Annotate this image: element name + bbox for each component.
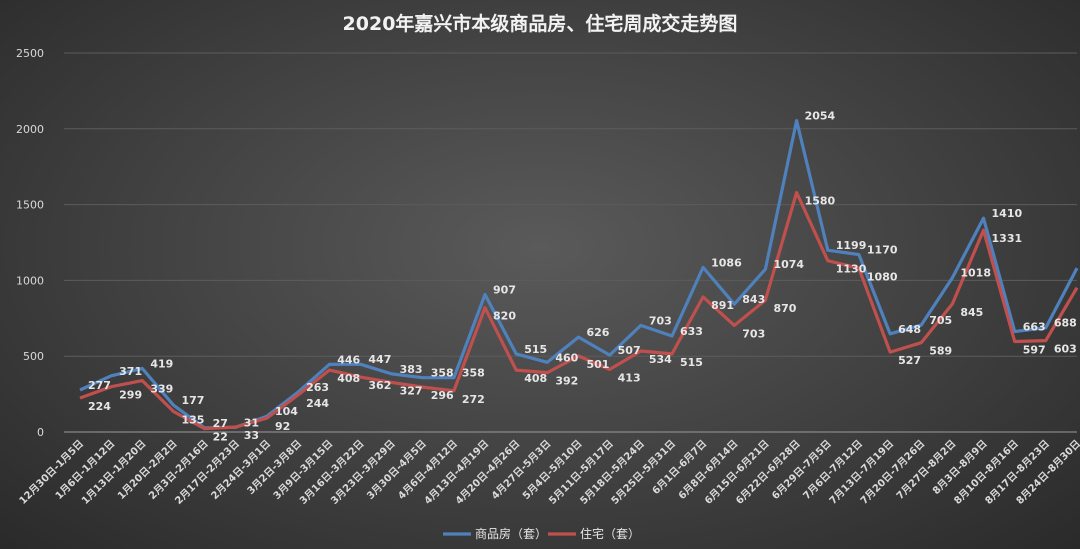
data-label: 296 (431, 389, 454, 402)
data-label: 339 (150, 383, 173, 396)
series-line-commercial (79, 119, 1079, 430)
y-tick-label: 2000 (16, 123, 44, 136)
chart-title: 2020年嘉兴市本级商品房、住宅周成交走势图 (343, 12, 738, 35)
data-label: 277 (88, 379, 111, 392)
x-tick-label: 6月1日-6月7日 (650, 438, 709, 497)
data-label: 272 (462, 393, 485, 406)
data-label: 1331 (992, 232, 1023, 245)
data-label: 408 (337, 372, 360, 385)
x-tick-label: 7月6日-7月12日 (801, 438, 865, 502)
y-tick-label: 500 (23, 350, 44, 363)
data-label: 703 (742, 327, 765, 340)
x-tick-label: 8月3日-8月9日 (930, 438, 989, 497)
data-label: 413 (618, 371, 641, 384)
data-label: 1170 (867, 244, 898, 257)
data-label: 633 (680, 325, 703, 338)
data-label: 447 (368, 353, 391, 366)
x-tick-label: 4月27日-5月3日 (489, 438, 553, 502)
data-label: 843 (742, 293, 765, 306)
data-label: 907 (493, 283, 516, 296)
y-tick-label: 1500 (16, 199, 44, 212)
data-label: 820 (493, 310, 516, 323)
data-label: 383 (400, 363, 423, 376)
data-label: 460 (555, 351, 578, 364)
data-label: 1199 (836, 239, 867, 252)
x-tick-label: 2月3日-2月16日 (146, 438, 210, 502)
data-label: 1018 (960, 267, 991, 280)
data-label: 392 (555, 375, 578, 388)
data-label: 263 (306, 381, 329, 394)
y-tick-label: 2500 (16, 47, 44, 60)
x-tick-label: 6月29日-7月5日 (770, 438, 834, 502)
data-label: 22 (213, 431, 228, 444)
x-tick-label: 5月4日-5月10日 (520, 438, 584, 502)
x-tick-label: 1月20日-2月2日 (115, 438, 179, 502)
x-tick-label: 1月6日-1月12日 (53, 438, 117, 502)
data-label: 327 (400, 384, 423, 397)
y-tick-label: 0 (37, 426, 44, 439)
x-tick-label: 3月9日-3月15日 (271, 438, 335, 502)
data-label: 870 (773, 302, 796, 315)
data-label: 589 (929, 345, 952, 358)
data-label: 507 (618, 344, 641, 357)
x-tick-label: 6月8日-6月14日 (676, 438, 740, 502)
data-label: 515 (524, 343, 547, 356)
x-tick-label: 3月30日-4月5日 (365, 438, 429, 502)
data-label: 688 (1054, 317, 1077, 330)
data-label: 244 (306, 397, 329, 410)
data-label: 703 (649, 314, 672, 327)
legend-label: 商品房（套） (475, 526, 547, 541)
data-label: 603 (1054, 343, 1077, 356)
data-label: 92 (275, 420, 290, 433)
data-label: 104 (275, 405, 298, 418)
data-label: 1130 (836, 263, 867, 276)
data-label: 27 (213, 417, 228, 430)
data-label: 408 (524, 372, 547, 385)
data-label: 135 (181, 414, 204, 427)
x-tick-label: 7月27日-8月2日 (894, 438, 958, 502)
data-label: 33 (244, 429, 259, 442)
data-label: 177 (181, 394, 204, 407)
data-label: 845 (960, 306, 983, 319)
data-label: 224 (88, 400, 111, 413)
data-label: 597 (1023, 343, 1046, 356)
data-label: 626 (587, 326, 610, 339)
data-label: 1086 (711, 256, 742, 269)
data-label: 299 (119, 389, 142, 402)
x-tick-label: 3月2日-3月8日 (245, 438, 304, 497)
legend-label: 住宅（套） (580, 526, 640, 541)
data-label: 515 (680, 356, 703, 369)
data-label: 534 (649, 353, 672, 366)
data-label: 1074 (773, 258, 804, 271)
data-label: 371 (119, 365, 142, 378)
data-label: 358 (431, 367, 454, 380)
data-label: 1580 (805, 194, 836, 207)
data-label: 663 (1023, 320, 1046, 333)
data-label: 358 (462, 367, 485, 380)
x-tick-label: 4月6日-4月12日 (396, 438, 460, 502)
data-label: 2054 (805, 110, 836, 123)
data-label: 648 (898, 323, 921, 336)
data-label: 419 (150, 357, 173, 370)
data-label: 527 (898, 354, 921, 367)
data-label: 1080 (867, 270, 898, 283)
y-tick-label: 1000 (16, 274, 44, 287)
data-label: 446 (337, 353, 360, 366)
data-label: 1410 (992, 207, 1023, 220)
data-label: 501 (587, 358, 610, 371)
series-line-residential (79, 190, 1079, 431)
data-label: 31 (244, 416, 259, 429)
data-label: 705 (929, 314, 952, 327)
data-label: 891 (711, 299, 734, 312)
x-tick-label: 2月24日-3月1日 (209, 438, 273, 502)
data-label: 362 (368, 379, 391, 392)
